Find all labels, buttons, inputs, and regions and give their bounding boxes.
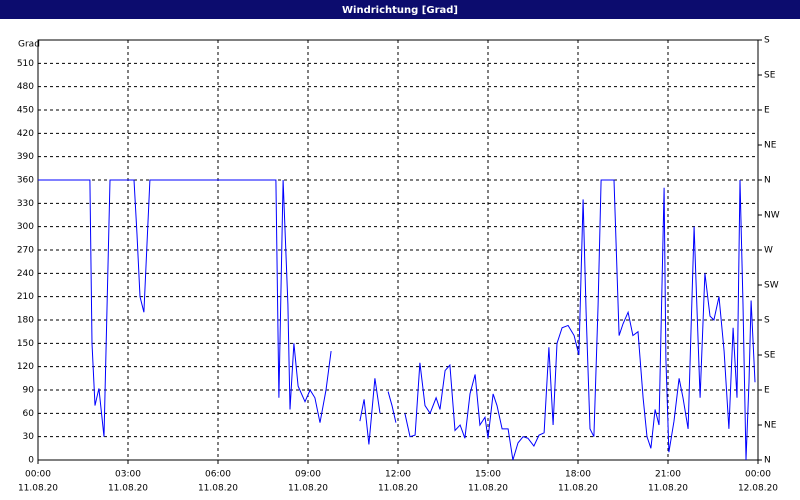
y-tick-label: 330 — [17, 199, 34, 209]
y2-tick-label: NE — [764, 421, 777, 431]
y-tick-label: 270 — [17, 246, 34, 256]
x-tick-label: 18:00 — [565, 470, 591, 480]
x-tick-label: 03:00 — [115, 470, 141, 480]
x-tick-label: 11.08.20 — [558, 484, 598, 494]
y-tick-label: 0 — [28, 456, 34, 466]
y-tick-label: 150 — [17, 339, 34, 349]
y-tick-label: 420 — [17, 129, 34, 139]
y2-tick-label: E — [764, 386, 770, 396]
data-line — [359, 378, 381, 445]
x-tick-label: 15:00 — [475, 470, 501, 480]
x-tick-label: 11.08.20 — [108, 484, 148, 494]
y-tick-label: 60 — [23, 409, 35, 419]
y-tick-label: 360 — [17, 176, 34, 186]
x-tick-label: 12:00 — [385, 470, 411, 480]
y2-tick-label: W — [764, 246, 773, 256]
y2-tick-label: SE — [764, 71, 776, 81]
x-tick-label: 06:00 — [205, 470, 231, 480]
y-tick-label: 480 — [17, 82, 34, 92]
data-line — [404, 179, 756, 461]
y2-tick-label: NW — [764, 211, 780, 221]
y2-tick-label: SE — [764, 351, 776, 361]
y-tick-label: 450 — [17, 106, 34, 116]
y-tick-label: 180 — [17, 316, 34, 326]
y-tick-label: 90 — [23, 386, 35, 396]
x-tick-label: 11.08.20 — [288, 484, 328, 494]
y2-tick-label: S — [764, 316, 770, 326]
y2-tick-label: S — [764, 36, 770, 46]
y-tick-label: 120 — [17, 362, 34, 372]
x-tick-label: 11.08.20 — [378, 484, 418, 494]
chart-title: Windrichtung [Grad] — [342, 5, 458, 16]
x-tick-label: 00:00 — [25, 470, 51, 480]
plot-frame — [37, 39, 759, 461]
y-tick-label: 30 — [23, 432, 35, 442]
y-axis-label: Grad — [18, 40, 40, 50]
x-tick-label: 21:00 — [655, 470, 681, 480]
x-tick-label: 11.08.20 — [18, 484, 58, 494]
y-tick-label: 390 — [17, 152, 34, 162]
y-tick-label: 210 — [17, 292, 34, 302]
x-tick-label: 11.08.20 — [468, 484, 508, 494]
x-tick-label: 00:00 — [745, 470, 771, 480]
y2-tick-label: N — [764, 456, 771, 466]
title-bar — [0, 0, 800, 19]
x-tick-label: 11.08.20 — [198, 484, 238, 494]
y2-tick-label: NE — [764, 141, 777, 151]
data-line — [38, 179, 332, 437]
data-line — [387, 391, 397, 423]
x-tick-label: 09:00 — [295, 470, 321, 480]
y2-tick-label: E — [764, 106, 770, 116]
y-tick-label: 240 — [17, 269, 34, 279]
x-tick-label: 11.08.20 — [648, 484, 688, 494]
y-tick-label: 510 — [17, 59, 34, 69]
y2-tick-label: N — [764, 176, 771, 186]
x-tick-label: 12.08.20 — [738, 484, 778, 494]
y-tick-label: 300 — [17, 222, 34, 232]
y2-tick-label: SW — [764, 281, 779, 291]
